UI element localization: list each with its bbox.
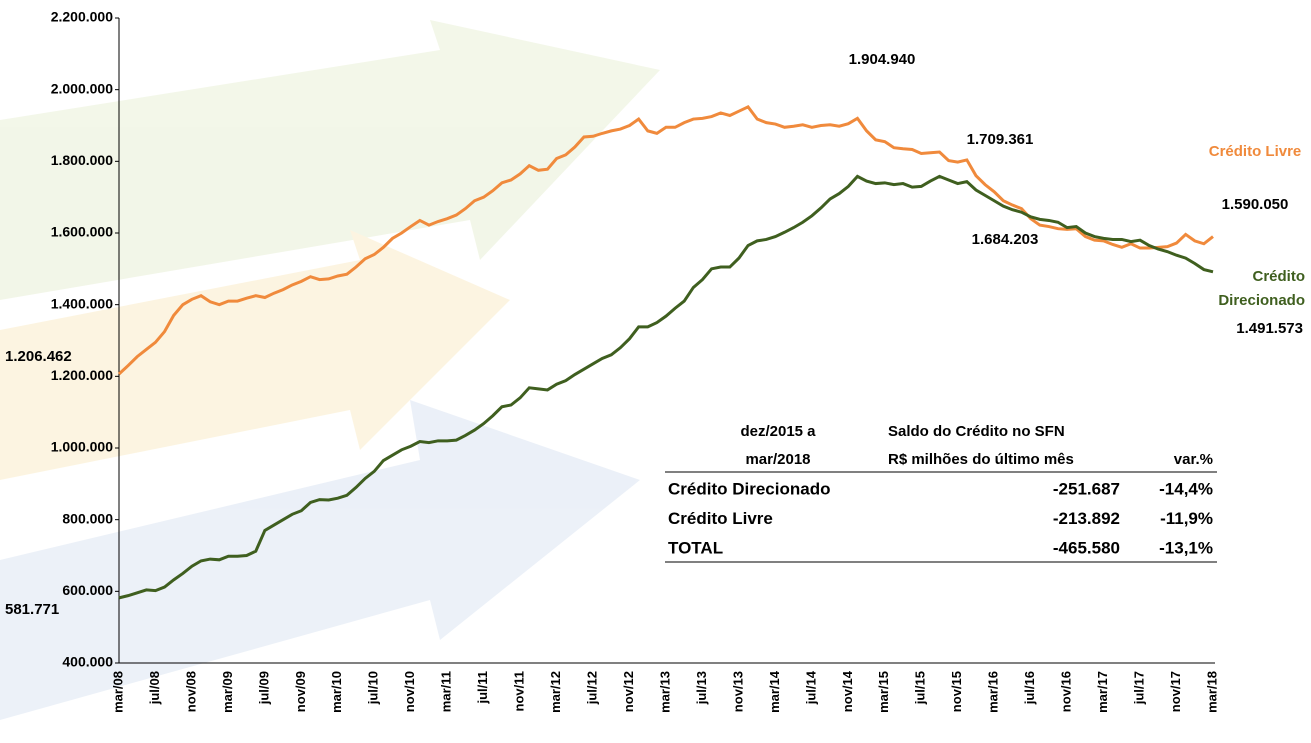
x-tick-label: mar/18 (1204, 671, 1219, 713)
x-tick-label: nov/08 (183, 671, 198, 712)
annotation: 1.684.203 (972, 231, 1039, 248)
table-period: mar/2018 (745, 451, 810, 468)
table-row-label: TOTAL (668, 538, 723, 557)
x-tick-label: jul/15 (913, 671, 928, 705)
table-row-var: -13,1% (1159, 538, 1213, 557)
x-tick-label: jul/11 (475, 671, 490, 705)
y-tick-label: 1.200.000 (51, 367, 113, 383)
table-row-value: -465.580 (1053, 538, 1120, 557)
series-label: Crédito Livre (1195, 140, 1311, 164)
table-row-value: -251.687 (1053, 479, 1120, 498)
x-tick-label: nov/16 (1059, 671, 1074, 712)
y-tick-label: 1.400.000 (51, 295, 113, 311)
x-tick-label: nov/10 (402, 671, 417, 712)
value-label: 1.206.462 (5, 348, 72, 365)
table-heading: Saldo do Crédito no SFN (888, 423, 1065, 440)
y-tick-label: 400.000 (62, 654, 113, 670)
x-tick-label: nov/12 (621, 671, 636, 712)
x-tick-label: nov/11 (512, 671, 527, 711)
y-tick-label: 2.000.000 (51, 80, 113, 96)
series-label-box: Crédito Direcionado (1165, 265, 1305, 325)
y-tick-label: 2.200.000 (51, 9, 113, 25)
x-tick-label: jul/13 (694, 671, 709, 705)
y-tick-label: 1.000.000 (51, 439, 113, 455)
x-tick-label: jul/08 (147, 671, 162, 705)
x-tick-label: jul/17 (1132, 671, 1147, 705)
y-tick-label: 600.000 (62, 582, 113, 598)
x-tick-label: mar/17 (1095, 671, 1110, 713)
x-tick-label: mar/14 (767, 670, 782, 713)
x-tick-label: mar/13 (657, 671, 672, 713)
y-tick-label: 1.600.000 (51, 224, 113, 240)
table-row-label: Crédito Livre (668, 509, 773, 528)
x-tick-label: nov/14 (840, 670, 855, 712)
x-tick-label: mar/08 (110, 671, 125, 713)
table-var-header: var.% (1174, 451, 1213, 468)
table-row-var: -11,9% (1160, 509, 1213, 528)
annotation: 1.904.940 (849, 51, 916, 68)
series-label-box: Crédito Livre (1195, 140, 1311, 200)
x-tick-label: mar/09 (220, 671, 235, 713)
x-tick-label: jul/16 (1022, 671, 1037, 705)
table-period: dez/2015 a (740, 423, 816, 440)
value-label: 581.771 (5, 601, 59, 618)
x-tick-label: nov/13 (730, 671, 745, 712)
table-row-var: -14,4% (1159, 479, 1213, 498)
x-tick-label: jul/09 (256, 671, 271, 705)
x-tick-label: mar/15 (876, 671, 891, 713)
x-tick-label: jul/12 (585, 671, 600, 705)
x-tick-label: mar/11 (439, 671, 454, 712)
x-tick-label: mar/16 (986, 671, 1001, 713)
x-tick-label: nov/17 (1168, 671, 1183, 712)
table-heading: R$ milhões do último mês (888, 451, 1074, 468)
chart: dez/2015 a mar/2018 Saldo do Crédito no … (0, 0, 1311, 743)
x-tick-label: mar/12 (548, 671, 563, 713)
page: {"chart_data": {"type": "line", "categor… (0, 0, 1311, 743)
x-tick-label: jul/10 (366, 671, 381, 705)
x-tick-label: jul/14 (803, 670, 818, 705)
table-row-label: Crédito Direcionado (668, 479, 830, 498)
x-tick-label: nov/15 (949, 671, 964, 712)
x-tick-label: nov/09 (293, 671, 308, 712)
x-tick-label: mar/10 (329, 671, 344, 713)
y-tick-label: 1.800.000 (51, 152, 113, 168)
series-label: Crédito Direcionado (1165, 265, 1305, 313)
y-tick-label: 800.000 (62, 510, 113, 526)
annotation: 1.709.361 (967, 131, 1034, 148)
table-row-value: -213.892 (1053, 509, 1120, 528)
